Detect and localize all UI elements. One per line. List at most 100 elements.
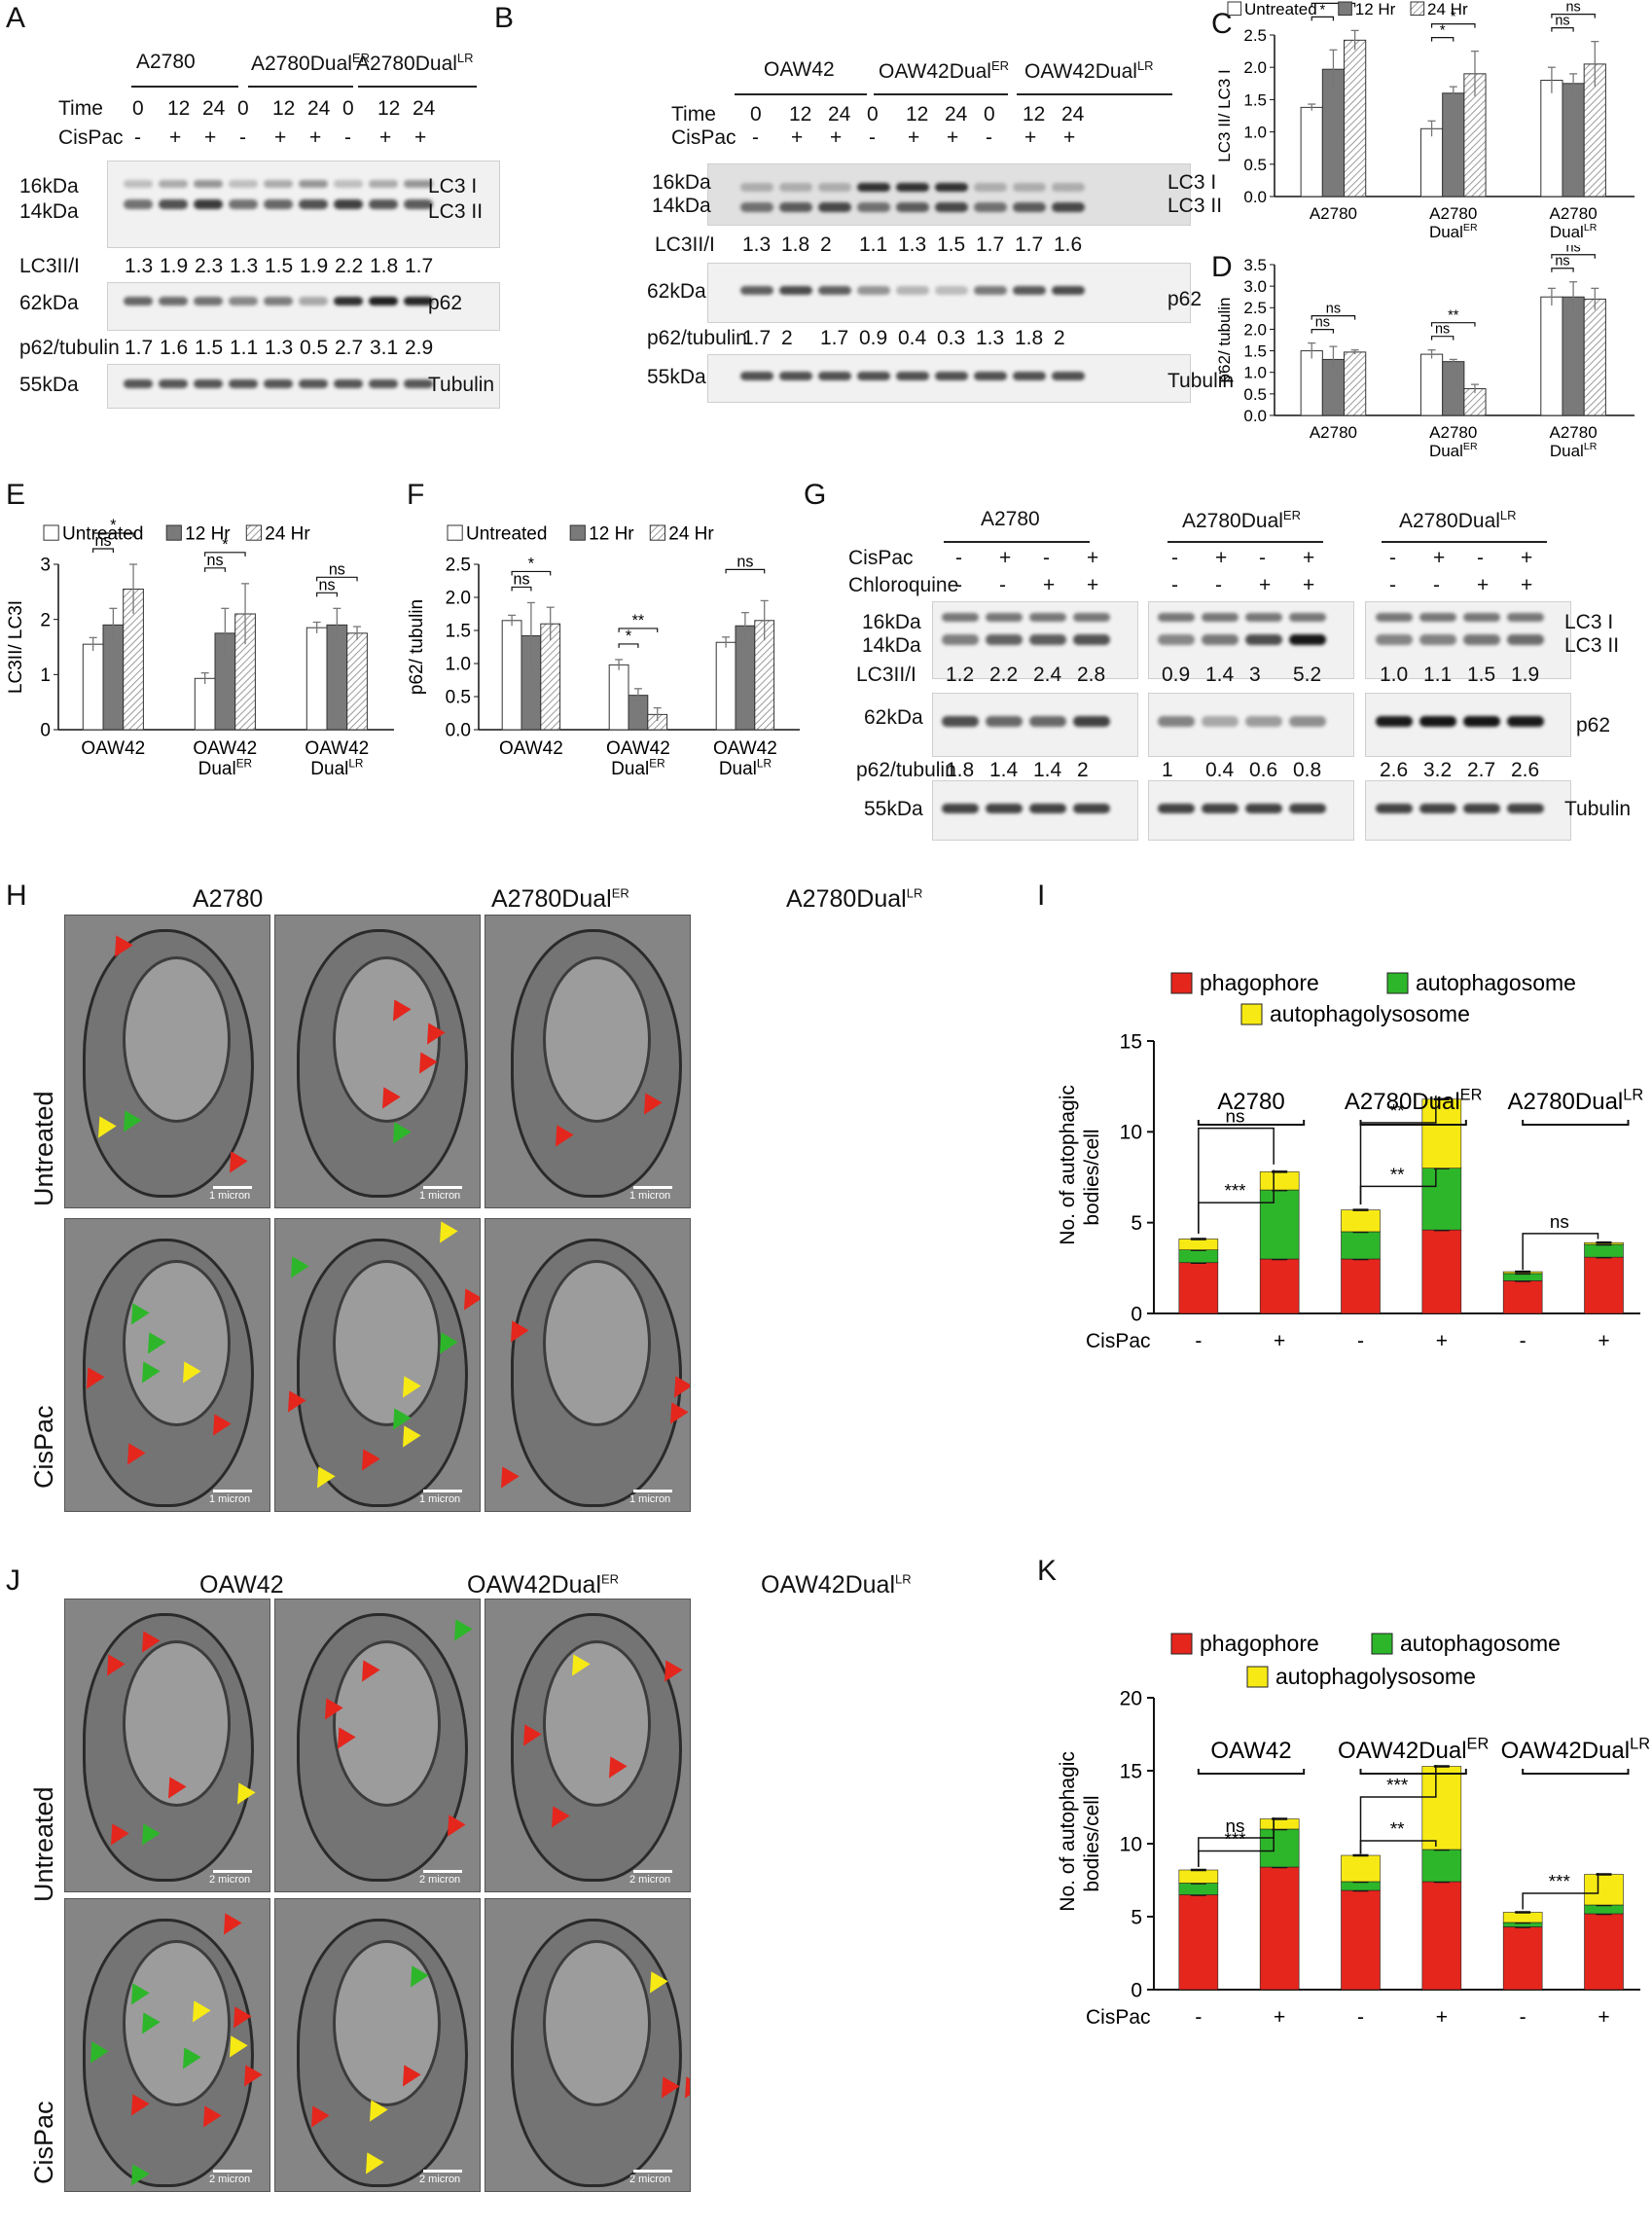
chloroquine-sign: - xyxy=(999,574,1006,596)
significance-label: *** xyxy=(1549,1872,1571,1892)
y-tick-label: 1.0 xyxy=(1243,124,1267,142)
y-tick-label: 1.5 xyxy=(446,622,471,642)
bar xyxy=(1442,92,1465,198)
stacked-bar-segment xyxy=(1584,1256,1624,1314)
significance-bracket xyxy=(92,548,114,553)
legend-label: phagophore xyxy=(1200,1631,1319,1656)
mw-marker: 16kDa xyxy=(862,611,921,633)
tubulin-band xyxy=(404,379,433,388)
x-category-label: A2780 xyxy=(1310,423,1357,442)
y-tick-label: 2.5 xyxy=(1243,26,1267,45)
stacked-bar-segment xyxy=(1341,1854,1381,1883)
cispac-sign: - xyxy=(1259,547,1266,569)
lc3-ratio-value: 1.7 xyxy=(405,255,434,277)
significance-bracket xyxy=(1311,16,1335,21)
p62-ratio-value: 3.2 xyxy=(1423,759,1453,781)
bar xyxy=(735,625,756,731)
cispac-sign: - xyxy=(1477,547,1484,569)
cispac-sign: + xyxy=(414,126,427,149)
header-underline xyxy=(358,86,477,88)
mw-marker: 62kDa xyxy=(647,280,706,303)
significance-label: ns xyxy=(1326,302,1341,317)
legend-swatch xyxy=(43,524,59,541)
chloroquine-sign: + xyxy=(1477,574,1490,596)
cell-line-header: A2780DualER xyxy=(251,51,370,75)
cispac-sign: - xyxy=(134,126,141,149)
time-value: 0 xyxy=(984,103,995,126)
legend-label: autophagolysosome xyxy=(1275,1664,1476,1689)
stacked-bar-segment xyxy=(1178,1249,1219,1264)
lc3-i-band xyxy=(124,180,153,188)
band-label: LC3 I xyxy=(1167,171,1217,194)
mw-marker: 62kDa xyxy=(864,706,923,729)
p62-band xyxy=(1013,286,1046,295)
lc3-ii-band xyxy=(1158,634,1195,645)
lc3-ii-band xyxy=(369,199,398,209)
lc3-ii-band xyxy=(1376,634,1413,645)
group-bracket xyxy=(1359,1769,1467,1775)
chloroquine-sign: - xyxy=(955,574,962,596)
em-micrograph: 2 micron xyxy=(64,1898,270,2192)
panel-label-g: G xyxy=(804,479,827,511)
significance-bracket xyxy=(1551,27,1574,32)
cispac-label: CisPac xyxy=(58,126,124,149)
cispac-sign: + xyxy=(999,547,1012,569)
arrowhead-marker xyxy=(491,1466,520,1493)
nucleus xyxy=(122,1640,231,1807)
band-label: p62 xyxy=(1576,714,1611,737)
nucleus xyxy=(332,1260,441,1426)
cispac-sign: + xyxy=(379,126,392,149)
y-tick-label: 0.0 xyxy=(1243,188,1267,206)
scale-bar-label: 1 micron xyxy=(209,1493,251,1505)
cell-line-header: OAW42 xyxy=(764,58,835,81)
scale-bar-label: 1 micron xyxy=(419,1493,461,1505)
group-bracket xyxy=(1522,1769,1630,1775)
em-micrograph: 2 micron xyxy=(64,1599,270,1892)
scale-bar xyxy=(213,2170,252,2173)
lc3-ratio-value: 1.2 xyxy=(946,664,975,686)
x-category-label: OAW42 xyxy=(305,738,369,759)
lc3-ratio-value: 1.3 xyxy=(125,255,154,277)
tubulin-band xyxy=(1376,804,1413,813)
y-tick-label: 0.0 xyxy=(1243,407,1267,425)
bar xyxy=(1419,127,1444,198)
stacked-bar-segment xyxy=(1178,1869,1219,1884)
y-axis-label: LC3 II/ LC3 I xyxy=(1215,69,1234,162)
lc3-i-band xyxy=(159,180,188,188)
p62-ratio-value: 0.6 xyxy=(1249,759,1278,781)
lc3-i-band xyxy=(974,183,1007,192)
significance-bracket xyxy=(316,576,358,582)
significance-bracket xyxy=(1311,2,1356,8)
legend-swatch xyxy=(165,524,182,541)
chart-k-autophagic-bodies: 0 5 10 15 20 - + - + - + CisPac OAW42 OAW42DualER OAW4… xyxy=(1057,1631,1650,2029)
bar xyxy=(1419,353,1444,416)
significance-bracket xyxy=(618,643,639,648)
stacked-bar-segment xyxy=(1259,1258,1300,1314)
stacked-bar-segment xyxy=(1341,1209,1381,1233)
time-value: 24 xyxy=(945,103,968,126)
scale-bar xyxy=(213,1186,252,1189)
time-value: 24 xyxy=(202,97,226,120)
header-underline xyxy=(1017,93,1172,95)
cispac-sign: + xyxy=(1436,2006,1448,2029)
legend-swatch xyxy=(245,524,262,541)
p62-ratio-value: 3.1 xyxy=(370,337,399,359)
scale-bar-label: 2 micron xyxy=(419,2174,461,2185)
lc3-i-band xyxy=(1463,613,1500,622)
cispac-sign: + xyxy=(1433,547,1446,569)
time-label: Time xyxy=(671,103,716,126)
significance-label: * xyxy=(110,517,117,534)
lc3-i-band xyxy=(986,613,1023,622)
time-value: 12 xyxy=(1023,103,1046,126)
legend-swatch xyxy=(569,524,586,541)
cispac-sign: - xyxy=(955,547,962,569)
header-underline xyxy=(874,93,1008,95)
scale-bar xyxy=(423,2170,462,2173)
x-category-label: DualLR xyxy=(1550,441,1598,460)
p62-band xyxy=(942,716,979,727)
header-underline xyxy=(248,86,353,88)
band-label: LC3 I xyxy=(1564,611,1614,633)
cell-line-header: A2780DualER xyxy=(1182,508,1301,532)
row-label-cispac: CisPac xyxy=(29,2101,58,2184)
x-category-label: A2780 xyxy=(1550,204,1598,223)
